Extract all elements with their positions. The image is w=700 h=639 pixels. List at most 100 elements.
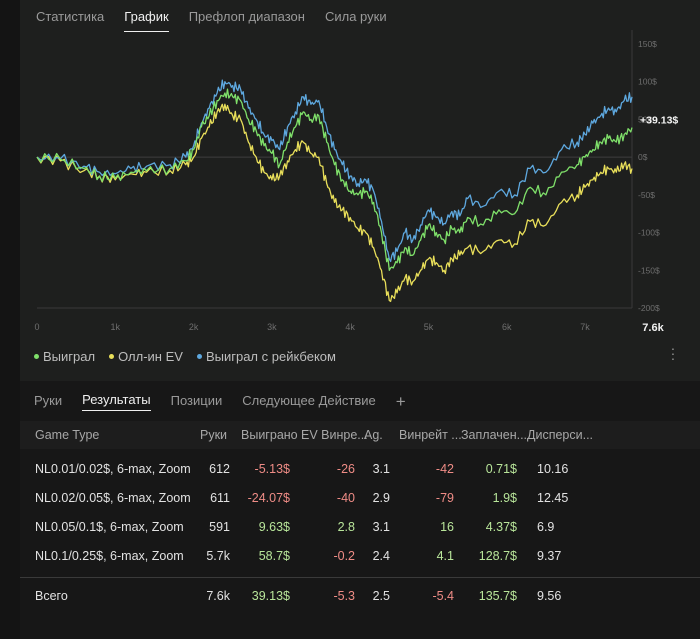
- tab-chart[interactable]: График: [124, 8, 169, 32]
- table-row[interactable]: NL0.01/0.02$, 6-max, Zoom 612 -5.13$ -26 3.1…: [20, 455, 700, 484]
- table-cell: 16: [440, 520, 454, 534]
- series-line-rakeback: [36, 79, 633, 263]
- table-cell: 12.45: [537, 491, 569, 505]
- table-cell: 2.9: [372, 491, 390, 505]
- table-cell: NL0.01/0.02$, 6-max, Zoom: [35, 462, 191, 476]
- table-cell: 612: [209, 462, 230, 476]
- y-tick-label: 50$: [638, 114, 652, 124]
- header-rake-paid[interactable]: Заплачен...: [461, 428, 528, 442]
- legend-label-rakeback: Выиграл с рейкбеком: [205, 349, 336, 364]
- table-cell: 3.1: [372, 520, 390, 534]
- table-cell: NL0.05/0.1$, 6-max, Zoom: [35, 520, 184, 534]
- table-cell: 4.37$: [485, 520, 517, 534]
- header-game-type[interactable]: Game Type: [35, 428, 100, 442]
- table-cell: 9.56: [537, 589, 562, 603]
- legend-dot-rakeback: [196, 354, 202, 359]
- x-tick-label: 3k: [267, 322, 277, 332]
- profit-chart: 150$ 100$ 50$ 0$ -50$ -100$ -150$ -200$ 0 1k 2k 3k 4…: [20, 30, 700, 340]
- table-cell: 591: [209, 520, 230, 534]
- table-cell: 58.7$: [258, 549, 290, 563]
- x-tick-label: 7k: [580, 322, 590, 332]
- y-tick-label: 100$: [638, 77, 657, 87]
- table-cell: 2.4: [372, 549, 390, 563]
- add-tab-icon[interactable]: +: [395, 392, 406, 411]
- header-aggression[interactable]: Ag.: [364, 428, 383, 442]
- table-cell: 10.16: [537, 462, 569, 476]
- header-hands[interactable]: Руки: [200, 428, 228, 442]
- table-cell: 9.37: [537, 549, 562, 563]
- table-cell: 4.1: [436, 549, 454, 563]
- legend-item-allin-ev[interactable]: Олл-ин EV: [109, 349, 183, 364]
- table-cell: -24.07$: [247, 491, 290, 505]
- header-won[interactable]: Выиграно: [241, 428, 298, 442]
- tab-results[interactable]: Результаты: [82, 392, 151, 411]
- header-variance[interactable]: Дисперси...: [527, 428, 594, 442]
- legend-label-won: Выиграл: [43, 349, 96, 364]
- table-cell: -26: [336, 462, 355, 476]
- series-line-won: [36, 88, 633, 271]
- table-cell: -79: [435, 491, 454, 505]
- legend-dot-allin-ev: [109, 354, 115, 359]
- x-max-label: 7.6k: [642, 322, 664, 334]
- table-cell: Всего: [35, 589, 68, 603]
- y-tick-label: -100$: [638, 228, 660, 238]
- tab-hands[interactable]: Руки: [34, 392, 63, 408]
- left-edge-strip: [0, 0, 20, 639]
- more-options-icon[interactable]: · · ·: [670, 340, 676, 366]
- table-row[interactable]: NL0.05/0.1$, 6-max, Zoom 591 9.63$ 2.8 3.1 16…: [20, 513, 700, 542]
- legend-label-allin-ev: Олл-ин EV: [118, 349, 183, 364]
- x-tick-label: 6k: [502, 322, 512, 332]
- tab-statistics[interactable]: Статистика: [36, 9, 105, 24]
- tab-preflop-range[interactable]: Префлоп диапазон: [188, 9, 305, 24]
- table-cell: 128.7$: [478, 549, 517, 563]
- table-cell: -5.13$: [254, 462, 290, 476]
- end-value-label: +39.13$: [640, 115, 678, 127]
- table-cell: 0.71$: [485, 462, 517, 476]
- table-cell: -42: [435, 462, 454, 476]
- y-tick-label: 150$: [638, 39, 657, 49]
- legend-item-rakeback[interactable]: Выиграл с рейкбеком: [196, 349, 336, 364]
- total-row[interactable]: Всего 7.6k 39.13$ -5.3 2.5 -5.4 135.7$ 9.56: [20, 582, 700, 611]
- y-tick-label: -200$: [638, 303, 660, 313]
- legend-dot-won: [34, 354, 39, 359]
- x-tick-label: 4k: [345, 322, 355, 332]
- table-row[interactable]: NL0.02/0.05$, 6-max, Zoom 611 -24.07$ -40 2.…: [20, 484, 700, 513]
- table-cell: 611: [210, 491, 230, 505]
- table-cell: 39.13$: [251, 589, 290, 603]
- table-cell: 1.9$: [492, 491, 517, 505]
- bottom-tabs: Руки Результаты Позиции Следующее Действ…: [34, 392, 406, 411]
- table-cell: 2.8: [337, 520, 355, 534]
- x-tick-label: 5k: [424, 322, 434, 332]
- table-cell: 5.7k: [206, 549, 230, 563]
- table-cell: -5.4: [432, 589, 454, 603]
- table-cell: -0.2: [333, 549, 355, 563]
- table-cell: 6.9: [537, 520, 555, 534]
- table-row[interactable]: NL0.1/0.25$, 6-max, Zoom 5.7k 58.7$ -0.2 2.4…: [20, 542, 700, 571]
- series-line-allin_ev: [36, 103, 633, 303]
- table-cell: 7.6k: [206, 589, 230, 603]
- tab-next-action[interactable]: Следующее Действие: [242, 392, 376, 408]
- total-divider: [20, 577, 700, 578]
- chart-legend: Выиграл Олл-ин EV Выиграл с рейкбеком: [34, 349, 336, 364]
- legend-item-won[interactable]: Выиграл: [34, 349, 95, 364]
- x-tick-label: 0: [34, 322, 39, 332]
- y-tick-label: -150$: [638, 265, 660, 275]
- table-cell: 3.1: [372, 462, 390, 476]
- header-winrate[interactable]: Винрейт ...: [399, 428, 462, 442]
- results-panel: Руки Результаты Позиции Следующее Действ…: [20, 381, 700, 639]
- table-cell: NL0.1/0.25$, 6-max, Zoom: [35, 549, 184, 563]
- table-cell: 2.5: [372, 589, 390, 603]
- tab-hand-strength[interactable]: Сила руки: [324, 9, 387, 24]
- table-cell: 9.63$: [258, 520, 290, 534]
- x-tick-label: 2k: [189, 322, 199, 332]
- table-cell: 135.7$: [478, 589, 517, 603]
- tab-positions[interactable]: Позиции: [170, 392, 223, 408]
- x-tick-label: 1k: [111, 322, 121, 332]
- top-tabs: Статистика График Префлоп диапазон Сила …: [36, 8, 387, 32]
- table-header: Game Type Руки Выиграно EV Винре... Ag. …: [20, 421, 700, 449]
- y-tick-label: -50$: [638, 190, 655, 200]
- header-ev-winrate[interactable]: EV Винре...: [301, 428, 368, 442]
- chart-svg: 150$ 100$ 50$ 0$ -50$ -100$ -150$ -200$ 0 1k 2k 3k 4…: [34, 30, 678, 334]
- table-cell: -5.3: [333, 589, 355, 603]
- table-cell: -40: [336, 491, 355, 505]
